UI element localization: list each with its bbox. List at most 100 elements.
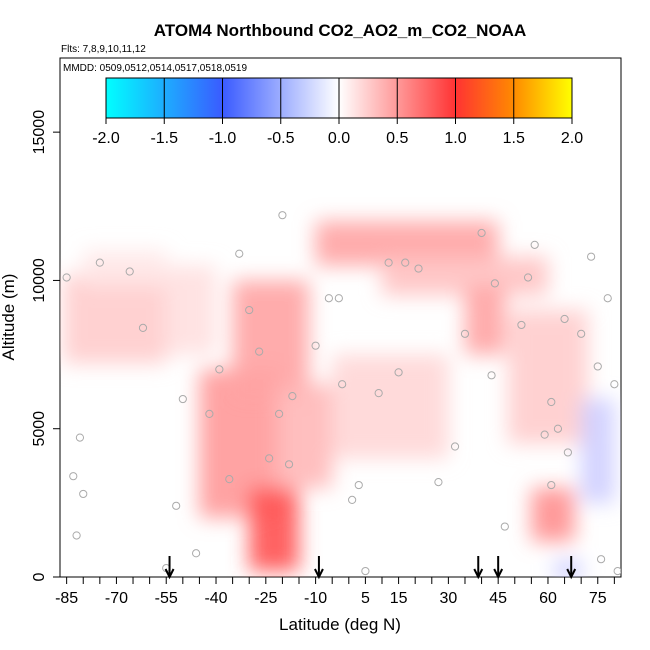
sample-point-4 <box>72 531 81 540</box>
colorbar-tick-label-7: 1.5 <box>503 130 525 147</box>
sample-point-39 <box>487 371 496 380</box>
sample-point-35 <box>434 477 443 487</box>
sample-point-24 <box>324 294 333 303</box>
y-axis-label: Altitude (m) <box>0 274 18 361</box>
sample-point-7 <box>138 323 148 332</box>
sample-point-53 <box>593 362 602 371</box>
sample-point-26 <box>338 380 347 389</box>
sample-point-56 <box>610 380 619 389</box>
chart-title: ATOM4 Northbound CO2_AO2_m_CO2_NOAA <box>154 21 526 40</box>
colorbar-tick-label-3: -0.5 <box>267 130 295 147</box>
x-tick-label-2: -55 <box>155 590 178 607</box>
sample-point-57 <box>613 566 621 576</box>
x-tick-label-8: 30 <box>439 590 457 607</box>
y-tick-label-3: 15000 <box>31 110 48 155</box>
x-tick-label-7: 15 <box>390 590 408 607</box>
sample-point-17 <box>255 347 264 356</box>
sample-point-55 <box>603 294 612 303</box>
x-tick-label-0: -85 <box>55 590 78 607</box>
heat-region-12 <box>531 488 575 542</box>
sample-point-50 <box>563 448 572 457</box>
sample-point-15 <box>235 249 244 258</box>
sample-point-32 <box>394 368 403 377</box>
sample-point-43 <box>523 273 533 282</box>
sample-point-23 <box>311 341 320 350</box>
sample-point-27 <box>348 495 357 504</box>
sample-point-12 <box>205 409 214 418</box>
x-tick-label-3: -40 <box>204 590 227 607</box>
heat-region-5 <box>249 488 300 572</box>
colorbar-tick-label-1: -1.5 <box>150 130 178 147</box>
x-tick-label-4: -25 <box>254 590 277 607</box>
heat-region-4 <box>232 280 309 400</box>
sample-point-5 <box>95 258 104 267</box>
x-tick-label-10: 60 <box>539 590 557 607</box>
sample-point-49 <box>560 314 569 324</box>
dates-label: MMDD: 0509,0512,0514,0517,0518,0519 <box>63 63 247 74</box>
sample-point-10 <box>178 394 187 404</box>
sample-point-20 <box>278 211 287 220</box>
colorbar-tick-label-8: 2.0 <box>561 130 583 147</box>
sample-point-36 <box>450 442 460 451</box>
sample-point-3 <box>79 489 88 499</box>
heatmap-field <box>63 221 615 577</box>
sample-point-30 <box>374 389 383 398</box>
heat-region-9 <box>464 286 505 355</box>
sample-point-48 <box>553 424 563 433</box>
colorbar-tick-label-6: 1.0 <box>444 130 466 147</box>
sample-point-42 <box>517 320 526 330</box>
sample-point-38 <box>477 228 486 238</box>
sample-point-19 <box>274 409 284 418</box>
x-axis-label: Latitude (deg N) <box>279 615 401 634</box>
sample-point-52 <box>587 252 596 261</box>
sample-point-46 <box>547 397 556 407</box>
sample-point-14 <box>225 475 234 484</box>
x-axis: -85 -70 -55 -40 -25 -10 5 15 30 45 60 75 <box>55 577 615 607</box>
heat-region-0 <box>63 274 167 364</box>
sample-point-37 <box>460 329 470 338</box>
sample-point-34 <box>414 264 423 273</box>
colorbar-tick-label-5: 0.5 <box>386 130 408 147</box>
sample-point-54 <box>596 555 606 564</box>
sample-point-6 <box>125 267 134 276</box>
sample-point-44 <box>530 240 539 249</box>
colorbar-tick-label-4: 0.0 <box>328 130 350 147</box>
flight-arrow-4 <box>566 556 577 580</box>
sample-point-33 <box>401 258 410 267</box>
x-tick-label-9: 45 <box>489 590 507 607</box>
flights-label: Flts: 7,8,9,10,11,12 <box>61 44 146 55</box>
sample-point-40 <box>490 279 499 288</box>
sample-point-18 <box>265 454 274 463</box>
x-tick-label-5: -10 <box>304 590 327 607</box>
flight-arrow-0 <box>164 556 175 580</box>
sample-point-16 <box>245 305 254 315</box>
heat-region-2 <box>166 265 217 355</box>
sample-point-1 <box>75 433 85 442</box>
sample-point-29 <box>361 566 370 576</box>
heat-region-13 <box>581 399 615 503</box>
x-tick-label-11: 75 <box>589 590 607 607</box>
sample-point-47 <box>547 480 556 490</box>
flight-arrow-2 <box>473 556 484 580</box>
sample-point-2 <box>69 472 78 481</box>
sample-point-45 <box>540 430 549 439</box>
sample-point-9 <box>172 501 181 510</box>
sample-point-28 <box>354 480 363 490</box>
y-tick-label-1: 5000 <box>31 411 48 447</box>
x-tick-label-6: 5 <box>361 590 370 607</box>
heat-region-6 <box>275 384 333 489</box>
heat-region-11 <box>332 354 449 459</box>
sample-point-13 <box>215 365 224 374</box>
colorbar-ticks: -2.0 -1.5 -1.0 -0.5 0.0 0.5 1.0 1.5 2.0 <box>92 78 583 147</box>
sample-points <box>62 211 621 576</box>
flight-arrow-1 <box>314 556 324 580</box>
sample-point-31 <box>384 258 393 267</box>
x-tick-label-1: -70 <box>105 590 128 607</box>
sample-point-0 <box>62 273 71 282</box>
sample-point-51 <box>577 329 586 338</box>
colorbar-tick-label-2: -1.0 <box>209 130 237 147</box>
y-axis: 0 5000 10000 15000 <box>31 110 60 581</box>
sample-point-22 <box>288 391 297 401</box>
sample-point-21 <box>284 460 294 469</box>
